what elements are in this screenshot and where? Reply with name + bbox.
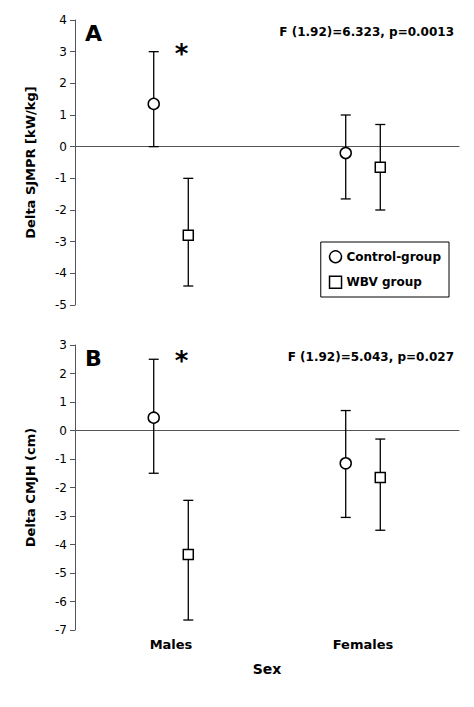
svg-text:Control-group: Control-group xyxy=(347,250,442,264)
svg-text:Males: Males xyxy=(150,637,193,652)
svg-text:1: 1 xyxy=(59,108,67,122)
svg-text:WBV group: WBV group xyxy=(347,275,423,289)
svg-text:-1: -1 xyxy=(55,452,67,466)
svg-text:-6: -6 xyxy=(55,595,67,609)
svg-text:2: 2 xyxy=(59,367,67,381)
svg-text:-4: -4 xyxy=(55,266,67,280)
svg-text:-2: -2 xyxy=(55,203,67,217)
svg-text:0: 0 xyxy=(59,424,67,438)
svg-text:-5: -5 xyxy=(55,298,67,312)
svg-text:3: 3 xyxy=(59,338,67,352)
svg-text:3: 3 xyxy=(59,45,67,59)
svg-text:Delta SJMPR [kW/kg]: Delta SJMPR [kW/kg] xyxy=(23,86,38,238)
svg-text:Sex: Sex xyxy=(253,661,282,677)
svg-text:F (1.92)=6.323, p=0.0013: F (1.92)=6.323, p=0.0013 xyxy=(279,25,454,39)
svg-text:-7: -7 xyxy=(55,623,67,637)
svg-text:1: 1 xyxy=(59,395,67,409)
svg-text:0: 0 xyxy=(59,140,67,154)
svg-text:Females: Females xyxy=(333,637,394,652)
svg-text:-3: -3 xyxy=(55,509,67,523)
svg-text:-4: -4 xyxy=(55,538,67,552)
svg-text:Delta CMJH (cm): Delta CMJH (cm) xyxy=(23,428,38,547)
svg-text:-5: -5 xyxy=(55,566,67,580)
svg-text:-3: -3 xyxy=(55,235,67,249)
svg-text:2: 2 xyxy=(59,76,67,90)
svg-text:-2: -2 xyxy=(55,481,67,495)
svg-text:*: * xyxy=(175,346,189,376)
svg-text:4: 4 xyxy=(59,13,67,27)
svg-text:F (1.92)=5.043, p=0.027: F (1.92)=5.043, p=0.027 xyxy=(288,350,454,364)
svg-text:B: B xyxy=(85,346,102,371)
svg-text:-1: -1 xyxy=(55,171,67,185)
svg-text:*: * xyxy=(175,39,189,69)
svg-text:A: A xyxy=(85,21,102,46)
